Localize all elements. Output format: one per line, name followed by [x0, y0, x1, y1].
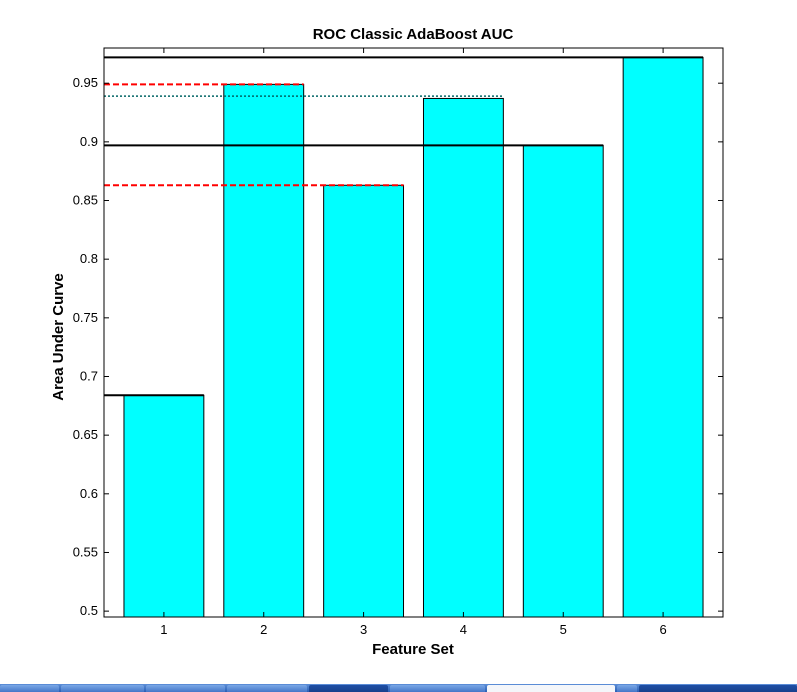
taskbar-button[interactable]: [146, 685, 226, 692]
taskbar-button[interactable]: [0, 685, 60, 692]
bar-6[interactable]: [622, 56, 704, 618]
taskbar-button[interactable]: [486, 685, 616, 692]
y-tick-label: 0.6: [80, 486, 98, 501]
y-tick-label: 0.9: [80, 134, 98, 149]
taskbar-button[interactable]: [617, 685, 637, 692]
y-tick-label: 0.55: [73, 544, 98, 559]
bars-layer: [123, 56, 704, 618]
y-tick-label: 0.75: [73, 310, 98, 325]
x-tick-label: 1: [160, 622, 167, 637]
taskbar-button[interactable]: [227, 685, 307, 692]
taskbar-button-active[interactable]: [308, 685, 388, 692]
taskbar-tray: [638, 685, 797, 692]
y-tick-label: 0.65: [73, 427, 98, 442]
taskbar: [0, 684, 797, 692]
bar-2[interactable]: [223, 83, 305, 618]
taskbar-button[interactable]: [389, 685, 485, 692]
x-axis-title: Feature Set: [372, 641, 454, 658]
y-tick-label: 0.5: [80, 603, 98, 618]
taskbar-button[interactable]: [61, 685, 145, 692]
axes-layer: 0.5 0.55 0.6 0.65 0.7 0.75 0.8 0.85 0.9 0.95 1 2 3 4 5…: [73, 47, 724, 637]
x-tick-label: 4: [460, 622, 467, 637]
plot-background: [104, 48, 723, 617]
y-tick-label: 0.7: [80, 368, 98, 383]
bar-3[interactable]: [323, 184, 405, 618]
bar-4[interactable]: [422, 97, 504, 618]
reference-lines-layer: [104, 56, 704, 397]
x-tick-label: 6: [659, 622, 666, 637]
y-tick-label: 0.95: [73, 75, 98, 90]
axes-box: [103, 47, 724, 618]
x-tick-label: 2: [260, 622, 267, 637]
plot-area: [104, 48, 723, 617]
x-tick-label: 5: [560, 622, 567, 637]
bar-1[interactable]: [123, 394, 205, 618]
x-tick-label: 3: [360, 622, 367, 637]
y-tick-label: 0.85: [73, 193, 98, 208]
chart-title: ROC Classic AdaBoost AUC: [313, 26, 514, 43]
y-tick-label: 0.8: [80, 251, 98, 266]
y-axis-title: Area Under Curve: [50, 273, 67, 401]
bar-5[interactable]: [522, 144, 604, 618]
